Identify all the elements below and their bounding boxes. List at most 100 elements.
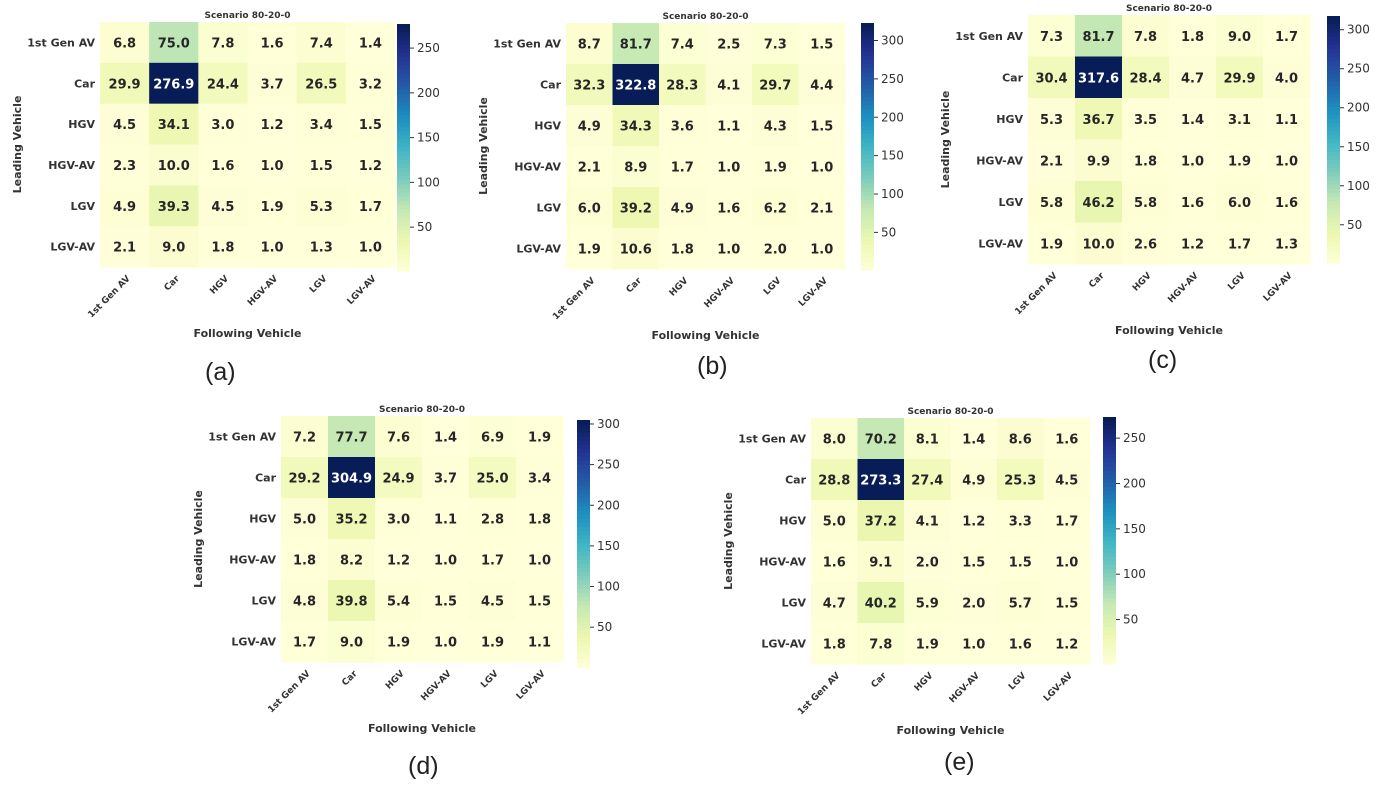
- heatmap-cell: [100, 226, 150, 268]
- colorbar-segment: [1327, 36, 1340, 42]
- heatmap-cell: [811, 500, 858, 542]
- colorbar-segment: [861, 109, 874, 115]
- colorbar-segment: [1103, 618, 1116, 624]
- data-label: 1.9: [481, 636, 504, 651]
- data-label: 32.3: [573, 79, 605, 94]
- colorbar-tick-label: 300: [881, 34, 904, 48]
- data-label: 10.0: [1082, 237, 1114, 252]
- x-tick-label: LGV: [762, 276, 783, 297]
- data-label: 7.4: [310, 36, 333, 51]
- data-label: 8.1: [916, 433, 939, 448]
- colorbar-segment: [1327, 106, 1340, 112]
- x-tick-label: HGV-AV: [703, 276, 737, 310]
- heatmap-cell: [281, 539, 329, 581]
- colorbar-segment: [861, 68, 874, 73]
- heatmap-cell: [705, 23, 753, 65]
- heatmap-cell: [375, 580, 423, 622]
- heatmap-cell: [516, 580, 564, 622]
- colorbar-segment: [1327, 123, 1340, 128]
- colorbar-segment: [861, 146, 874, 152]
- colorbar-segment: [1327, 135, 1340, 141]
- data-label: 2.0: [764, 243, 787, 258]
- x-tick-label: HGV-AV: [246, 274, 280, 308]
- y-tick-label: LGV: [998, 196, 1023, 209]
- data-label: 40.2: [865, 597, 897, 612]
- colorbar-segment: [1327, 238, 1340, 244]
- x-tick-label: 1st Gen AV: [1013, 271, 1059, 317]
- data-label: 1.0: [434, 554, 457, 569]
- caption-d: (d): [408, 752, 439, 780]
- colorbar-segment: [577, 428, 590, 433]
- colorbar-segment: [861, 241, 874, 246]
- colorbar-segment: [1103, 511, 1116, 517]
- heatmap-cell: [469, 621, 517, 663]
- data-label: 2.3: [113, 159, 136, 174]
- x-tick-label: 1st Gen AV: [796, 671, 842, 717]
- colorbar-segment: [1327, 98, 1340, 104]
- y-tick-label: 1st Gen AV: [208, 431, 276, 444]
- heatmap-cell: [752, 146, 799, 188]
- colorbar-segment: [577, 502, 590, 508]
- heatmap-cell: [752, 187, 799, 229]
- data-label: 1.2: [1181, 237, 1204, 252]
- colorbar-segment: [1103, 470, 1116, 476]
- colorbar-segment: [1327, 234, 1340, 239]
- heatmap-cell: [997, 459, 1044, 501]
- colorbar-segment: [577, 605, 590, 610]
- data-label: 276.9: [153, 77, 194, 92]
- colorbar-segment: [1103, 548, 1116, 554]
- x-tick-label: Car: [625, 276, 645, 296]
- heatmap-cell: [345, 144, 396, 186]
- colorbar-segment: [577, 452, 590, 458]
- colorbar-segment: [1327, 213, 1340, 219]
- colorbar-segment: [1103, 433, 1116, 439]
- colorbar-segment: [1103, 614, 1116, 620]
- colorbar-segment: [861, 191, 874, 197]
- colorbar-segment: [1103, 659, 1116, 665]
- colorbar-segment: [1103, 602, 1116, 607]
- colorbar-segment: [861, 208, 874, 213]
- colorbar-segment: [1327, 205, 1340, 211]
- heatmap-cell: [1263, 15, 1311, 57]
- data-label: 1.0: [810, 243, 833, 258]
- heatmap-cell: [857, 500, 905, 542]
- y-tick-label: HGV-AV: [229, 554, 276, 567]
- heatmap-cell: [422, 621, 470, 663]
- heatmap-cell: [705, 105, 753, 147]
- colorbar-segment: [577, 662, 590, 668]
- heatmap-cell: [612, 228, 660, 270]
- heatmap-cell: [950, 623, 998, 665]
- x-axis-label: Following Vehicle: [897, 724, 1005, 737]
- colorbar-segment: [1103, 486, 1116, 492]
- data-label: 7.8: [1134, 30, 1157, 45]
- colorbar-segment: [397, 135, 410, 140]
- heatmap-cell: [296, 185, 347, 227]
- colorbar-segment: [861, 249, 874, 255]
- colorbar-segment: [397, 213, 410, 219]
- colorbar-segment: [577, 601, 590, 606]
- colorbar-segment: [1103, 561, 1116, 566]
- data-label: 4.8: [293, 595, 316, 610]
- data-label: 1.2: [359, 159, 382, 174]
- colorbar-segment: [577, 514, 590, 520]
- colorbar-segment: [1327, 139, 1340, 145]
- colorbar-segment: [861, 121, 874, 127]
- heatmap-cell: [950, 582, 998, 624]
- heatmap-cell: [375, 416, 423, 458]
- y-tick-label: 1st Gen AV: [27, 36, 95, 49]
- colorbar-segment: [861, 27, 874, 32]
- data-label: 7.2: [293, 431, 316, 446]
- data-label: 81.7: [1082, 30, 1114, 45]
- colorbar-segment: [577, 597, 590, 602]
- colorbar-segment: [861, 43, 874, 49]
- data-label: 322.8: [615, 79, 656, 94]
- y-tick-label: LGV: [781, 597, 806, 610]
- x-tick-label: HGV: [913, 671, 936, 694]
- heatmap-cell: [375, 539, 423, 581]
- colorbar-segment: [1327, 118, 1340, 124]
- colorbar-segment: [1103, 495, 1116, 500]
- data-label: 1.5: [1055, 597, 1078, 612]
- colorbar: 50 100 150 200 250: [397, 24, 440, 272]
- data-label: 7.8: [211, 36, 234, 51]
- heatmap-cell: [566, 187, 613, 229]
